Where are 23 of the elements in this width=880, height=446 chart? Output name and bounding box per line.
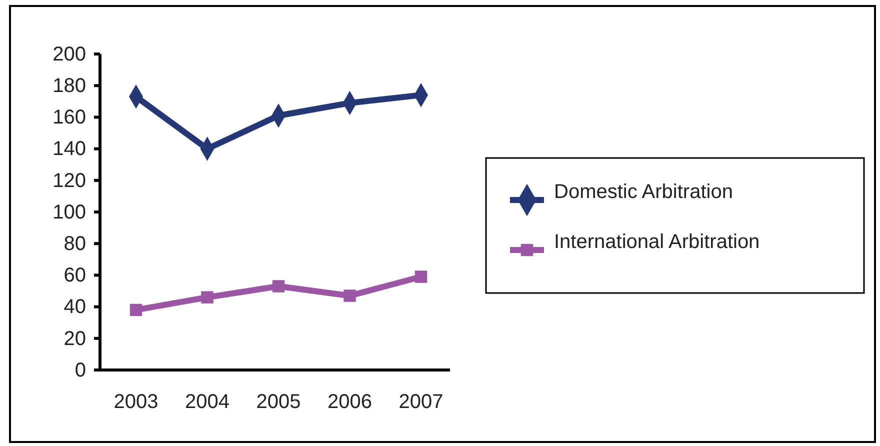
point bbox=[344, 290, 356, 302]
y-tick-label: 0 bbox=[74, 359, 86, 382]
y-tick-label: 40 bbox=[64, 296, 86, 318]
y-tick-label: 80 bbox=[64, 233, 86, 255]
x-tick-label: 2005 bbox=[256, 391, 301, 413]
legend-label: International Arbitration bbox=[554, 231, 760, 253]
y-tick-label: 20 bbox=[64, 328, 86, 350]
y-tick-label: 180 bbox=[52, 75, 86, 97]
y-tick-label: 200 bbox=[52, 43, 86, 66]
legend-label: Domestic Arbitration bbox=[554, 181, 733, 203]
y-tick-label: 160 bbox=[52, 106, 86, 129]
x-tick-label: 2004 bbox=[185, 391, 230, 413]
point bbox=[414, 270, 428, 283]
y-tick-label: 140 bbox=[52, 138, 86, 160]
x-tick-label: 2006 bbox=[328, 391, 372, 413]
x-tick-label: 2003 bbox=[114, 391, 158, 413]
y-tick-label: 60 bbox=[64, 264, 86, 287]
point bbox=[272, 280, 285, 292]
point bbox=[201, 291, 214, 304]
y-tick-label: 120 bbox=[52, 170, 86, 192]
point bbox=[130, 304, 142, 316]
x-tick-label: 2007 bbox=[398, 391, 444, 413]
y-tick-label: 100 bbox=[52, 201, 86, 224]
